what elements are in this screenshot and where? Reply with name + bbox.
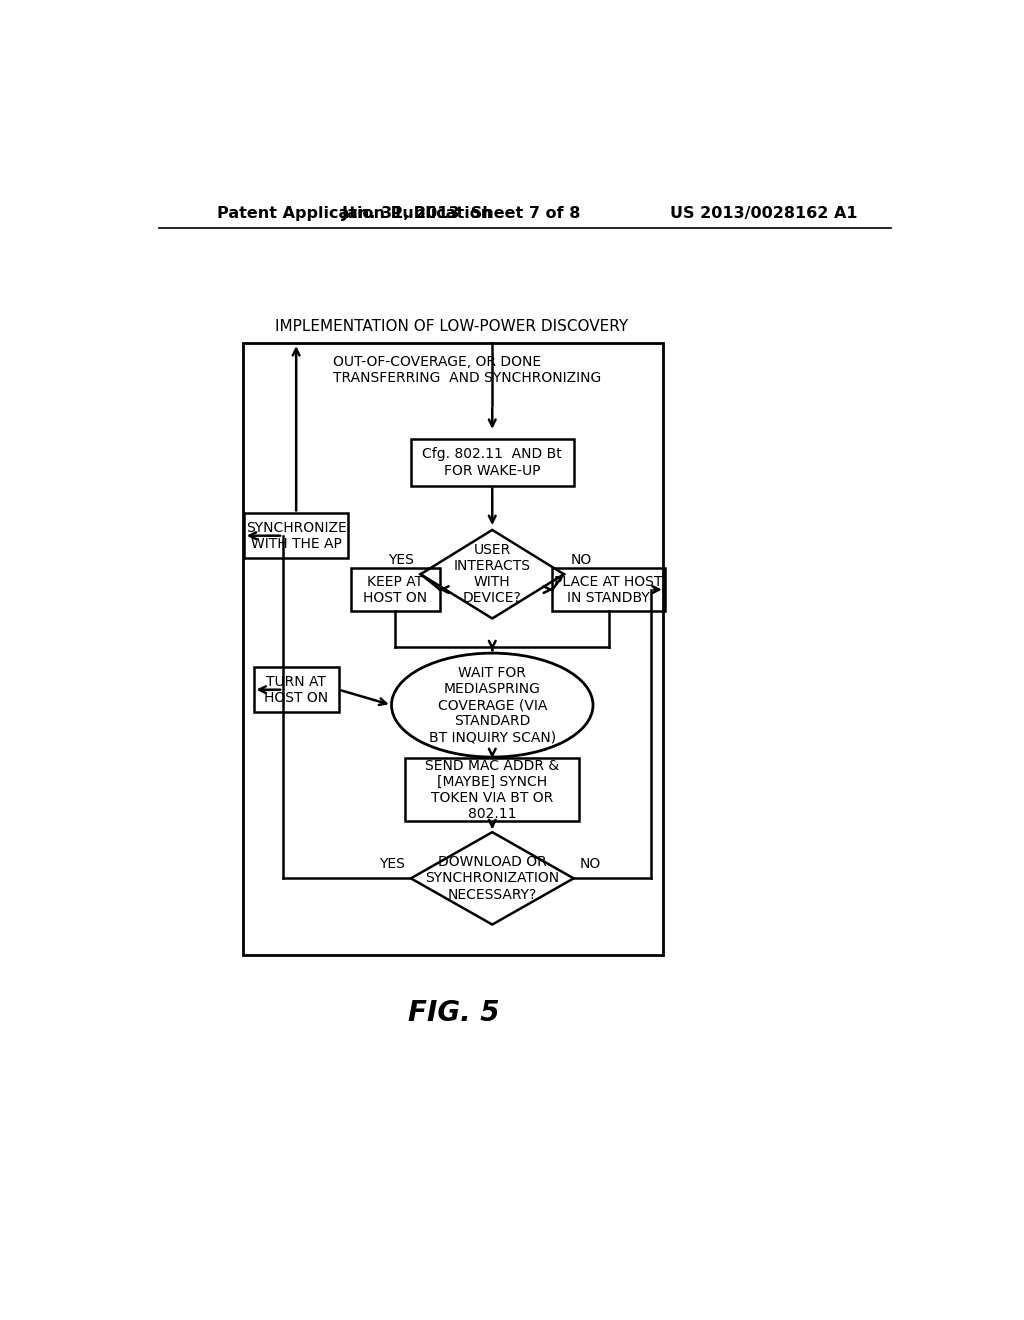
Text: USER
INTERACTS
WITH
DEVICE?: USER INTERACTS WITH DEVICE? [454, 543, 530, 606]
Text: FIG. 5: FIG. 5 [408, 999, 500, 1027]
Text: PLACE AT HOST
IN STANDBY: PLACE AT HOST IN STANDBY [554, 574, 663, 605]
Text: KEEP AT
HOST ON: KEEP AT HOST ON [364, 574, 427, 605]
Text: Cfg. 802.11  AND Bt
FOR WAKE-UP: Cfg. 802.11 AND Bt FOR WAKE-UP [422, 447, 562, 478]
Text: US 2013/0028162 A1: US 2013/0028162 A1 [670, 206, 857, 222]
Text: WAIT FOR
MEDIASPRING
COVERAGE (VIA
STANDARD
BT INQUIRY SCAN): WAIT FOR MEDIASPRING COVERAGE (VIA STAND… [429, 665, 556, 744]
Text: SYNCHRONIZE
WITH THE AP: SYNCHRONIZE WITH THE AP [246, 520, 346, 550]
Text: NO: NO [580, 858, 601, 871]
Text: YES: YES [379, 858, 404, 871]
Text: TURN AT
HOST ON: TURN AT HOST ON [264, 675, 329, 705]
Text: OUT-OF-COVERAGE, OR DONE
TRANSFERRING  AND SYNCHRONIZING: OUT-OF-COVERAGE, OR DONE TRANSFERRING AN… [334, 355, 602, 385]
Text: DOWNLOAD OR
SYNCHRONIZATION
NECESSARY?: DOWNLOAD OR SYNCHRONIZATION NECESSARY? [425, 855, 559, 902]
Text: NO: NO [570, 553, 592, 568]
Text: Patent Application Publication: Patent Application Publication [217, 206, 493, 222]
Text: YES: YES [388, 553, 415, 568]
Text: SEND MAC ADDR &
[MAYBE] SYNCH
TOKEN VIA BT OR
802.11: SEND MAC ADDR & [MAYBE] SYNCH TOKEN VIA … [425, 759, 559, 821]
Text: Jan. 31, 2013  Sheet 7 of 8: Jan. 31, 2013 Sheet 7 of 8 [342, 206, 581, 222]
Text: IMPLEMENTATION OF LOW-POWER DISCOVERY: IMPLEMENTATION OF LOW-POWER DISCOVERY [275, 318, 629, 334]
